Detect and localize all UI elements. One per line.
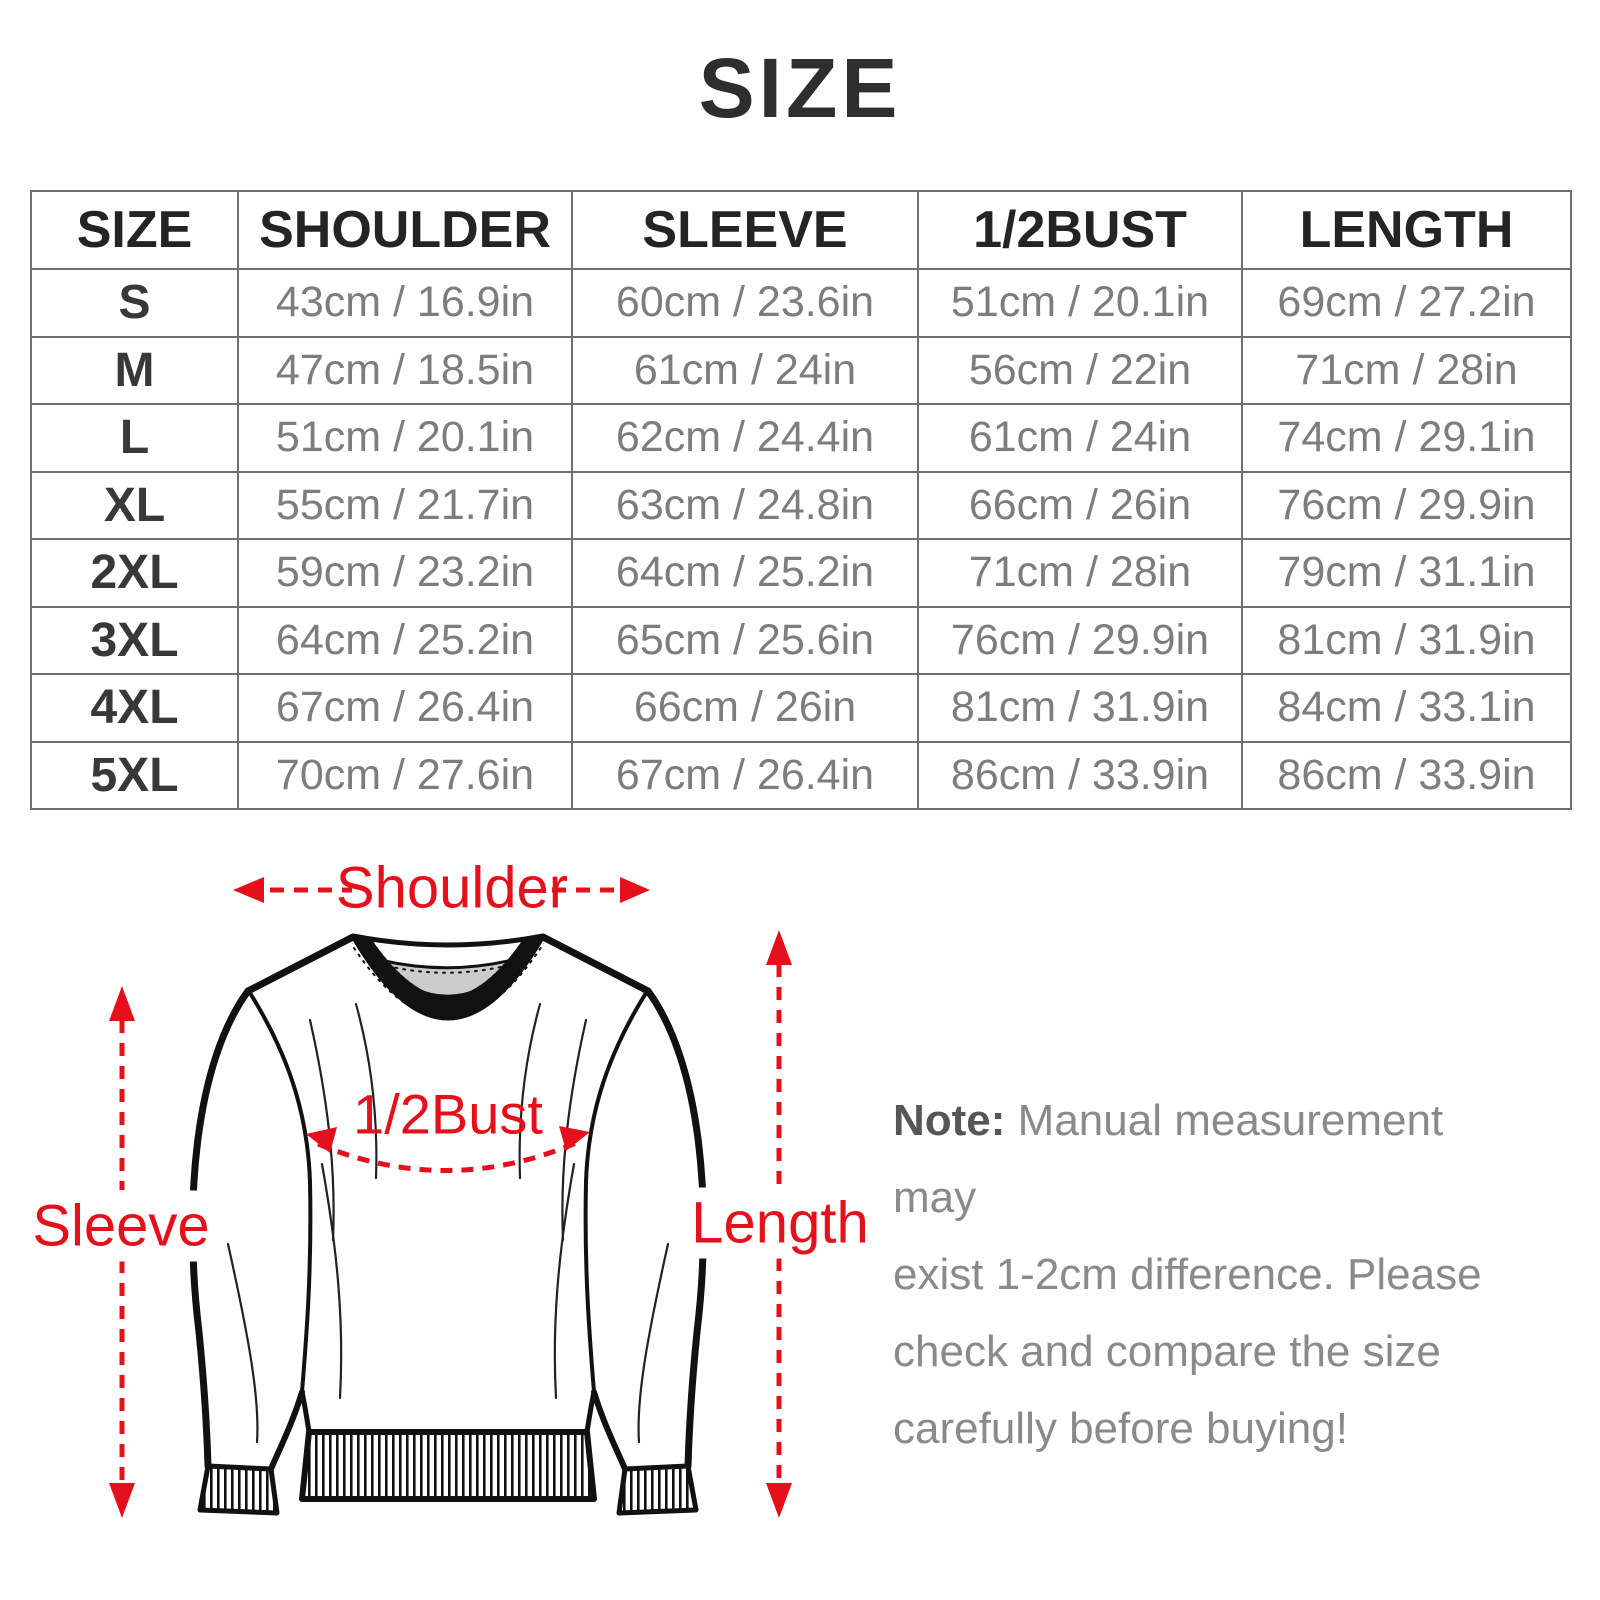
bust-arrow-arc: [317, 1139, 579, 1173]
note-prefix: Note:: [893, 1096, 1006, 1145]
bust-value: 71cm / 28in: [917, 538, 1243, 608]
bust-value: 81cm / 31.9in: [917, 673, 1243, 743]
sleeve-outer-left: [189, 987, 252, 1470]
table-row: XL 55cm / 21.7in 63cm / 24.8in 66cm / 26…: [30, 470, 1572, 540]
shoulder-measure-label: Shoulder: [335, 855, 569, 921]
sleeve-outer-right: [644, 987, 707, 1470]
shoulder-seam-right: [539, 933, 652, 995]
size-label: L: [30, 403, 239, 473]
fold-lines: [226, 1002, 670, 1444]
body-side-left: [299, 1389, 312, 1435]
bust-value: 76cm / 29.9in: [917, 605, 1243, 675]
note-line-2: exist 1-2cm difference. Please: [893, 1250, 1482, 1299]
size-label: XL: [30, 470, 239, 540]
sleeve-value: 62cm / 24.4in: [571, 403, 919, 473]
back-neck-dotted: [371, 960, 525, 974]
col-header-sleeve: SLEEVE: [571, 190, 919, 270]
cuff-left: [197, 1463, 280, 1516]
bust-value: 61cm / 24in: [917, 403, 1243, 473]
sweatshirt-drawing: [189, 933, 707, 1516]
sleeve-value: 61cm / 24in: [571, 335, 919, 405]
collar-seam-dotted: [353, 945, 543, 1019]
shoulder-value: 64cm / 25.2in: [237, 605, 573, 675]
size-label: 4XL: [30, 673, 239, 743]
sleeve-value: 60cm / 23.6in: [571, 268, 919, 338]
shoulder-value: 59cm / 23.2in: [237, 538, 573, 608]
bust-value: 56cm / 22in: [917, 335, 1243, 405]
body-side-right: [584, 1389, 597, 1435]
size-table: SIZE SHOULDER SLEEVE 1/2BUST LENGTH S 43…: [30, 190, 1572, 810]
body-outline: [192, 936, 704, 1513]
length-value: 81cm / 31.9in: [1241, 605, 1572, 675]
hem-ribbing: [299, 1429, 597, 1502]
table-row: 2XL 59cm / 23.2in 64cm / 25.2in 71cm / 2…: [30, 538, 1572, 608]
length-value: 86cm / 33.9in: [1241, 740, 1572, 810]
table-row: 5XL 70cm / 27.6in 67cm / 26.4in 86cm / 3…: [30, 740, 1572, 810]
shoulder-value: 43cm / 16.9in: [237, 268, 573, 338]
note-line-4: carefully before buying!: [893, 1404, 1348, 1453]
table-row: 4XL 67cm / 26.4in 66cm / 26in 81cm / 31.…: [30, 673, 1572, 743]
col-header-bust: 1/2BUST: [917, 190, 1243, 270]
sleeve-value: 63cm / 24.8in: [571, 470, 919, 540]
sleeve-arrowhead-bottom: [109, 1483, 135, 1518]
bust-value: 86cm / 33.9in: [917, 740, 1243, 810]
sleeve-value: 65cm / 25.6in: [571, 605, 919, 675]
length-arrowhead-top: [766, 930, 792, 965]
bust-arrowhead-left: [306, 1127, 337, 1153]
col-header-shoulder: SHOULDER: [237, 190, 573, 270]
shoulder-seam-left: [244, 933, 357, 995]
length-value: 84cm / 33.1in: [1241, 673, 1572, 743]
col-header-length: LENGTH: [1241, 190, 1572, 270]
shoulder-arrowhead-left: [233, 877, 264, 903]
size-label: 3XL: [30, 605, 239, 675]
bust-value: 66cm / 26in: [917, 470, 1243, 540]
length-value: 79cm / 31.1in: [1241, 538, 1572, 608]
table-row: 3XL 64cm / 25.2in 65cm / 25.6in 76cm / 2…: [30, 605, 1572, 675]
cuff-right: [616, 1463, 699, 1516]
collar-ribbing: [353, 936, 543, 1018]
shoulder-value: 70cm / 27.6in: [237, 740, 573, 810]
bust-measure-label: 1/2Bust: [353, 1082, 543, 1146]
sleeve-value: 64cm / 25.2in: [571, 538, 919, 608]
length-value: 74cm / 29.1in: [1241, 403, 1572, 473]
sleeve-value: 66cm / 26in: [571, 673, 919, 743]
page-title: SIZE: [698, 41, 902, 135]
note-line-1: Manual measurement may: [893, 1096, 1444, 1222]
col-header-size: SIZE: [30, 190, 239, 270]
armhole-seam-right: [583, 991, 648, 1394]
measurement-arrows: [109, 877, 792, 1518]
shoulder-value: 47cm / 18.5in: [237, 335, 573, 405]
bust-arrowhead-right: [559, 1126, 590, 1151]
table-row: S 43cm / 16.9in 60cm / 23.6in 51cm / 20.…: [30, 268, 1572, 338]
size-label: S: [30, 268, 239, 338]
size-label: M: [30, 335, 239, 405]
length-value: 69cm / 27.2in: [1241, 268, 1572, 338]
measurement-note: Note: Manual measurement may exist 1-2cm…: [893, 1082, 1533, 1467]
sleeve-value: 67cm / 26.4in: [571, 740, 919, 810]
sleeve-arrowhead-top: [109, 986, 135, 1021]
length-value: 76cm / 29.9in: [1241, 470, 1572, 540]
shoulder-value: 51cm / 20.1in: [237, 403, 573, 473]
bust-value: 51cm / 20.1in: [917, 268, 1243, 338]
table-row: M 47cm / 18.5in 61cm / 24in 56cm / 22in …: [30, 335, 1572, 405]
sleeve-inner-left: [268, 1389, 305, 1472]
size-label: 5XL: [30, 740, 239, 810]
size-label: 2XL: [30, 538, 239, 608]
shoulder-value: 55cm / 21.7in: [237, 470, 573, 540]
table-row: L 51cm / 20.1in 62cm / 24.4in 61cm / 24i…: [30, 403, 1572, 473]
sleeve-measure-label: Sleeve: [22, 1190, 220, 1262]
length-measure-label: Length: [681, 1187, 879, 1259]
length-arrowhead-bottom: [766, 1483, 792, 1518]
length-value: 71cm / 28in: [1241, 335, 1572, 405]
shoulder-arrowhead-right: [620, 877, 650, 903]
note-line-3: check and compare the size: [893, 1327, 1441, 1376]
sleeve-inner-right: [591, 1389, 628, 1472]
armhole-seam-left: [248, 991, 313, 1394]
shoulder-value: 67cm / 26.4in: [237, 673, 573, 743]
table-header-row: SIZE SHOULDER SLEEVE 1/2BUST LENGTH: [30, 190, 1572, 270]
